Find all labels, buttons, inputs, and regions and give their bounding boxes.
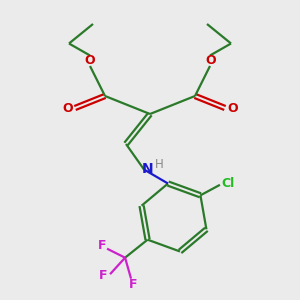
Text: Cl: Cl (222, 177, 235, 190)
Text: F: F (99, 269, 108, 282)
Text: O: O (84, 54, 95, 67)
Text: N: N (142, 162, 153, 176)
Text: O: O (227, 101, 238, 115)
Text: F: F (129, 278, 138, 291)
Text: O: O (62, 101, 73, 115)
Text: F: F (98, 238, 106, 252)
Text: O: O (205, 54, 216, 67)
Text: H: H (155, 158, 164, 171)
